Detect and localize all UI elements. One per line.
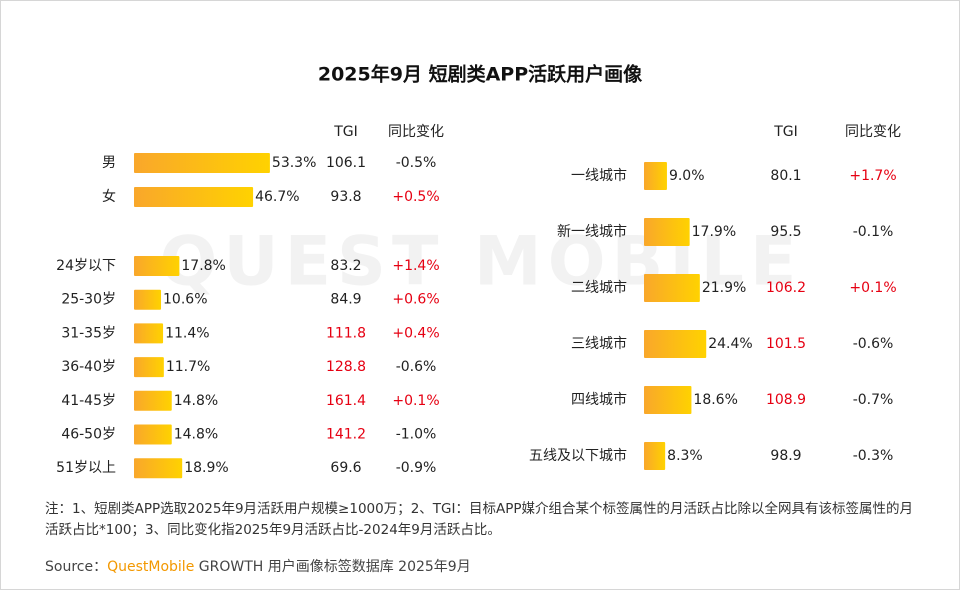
- column-value: -0.6%: [396, 359, 437, 375]
- column-value: -0.1%: [853, 224, 894, 240]
- column-value: 106.2: [766, 280, 806, 296]
- category-label: 新一线城市: [557, 223, 627, 240]
- column-value: 93.8: [330, 189, 361, 205]
- column-header: 同比变化: [388, 124, 444, 140]
- column-value: -0.7%: [853, 392, 894, 408]
- bar: [644, 218, 690, 246]
- category-label: 五线及以下城市: [529, 447, 627, 464]
- value-label: 24.4%: [708, 336, 752, 352]
- column-value: +0.1%: [392, 393, 439, 409]
- column-value: -0.5%: [396, 155, 437, 171]
- column-value: 83.2: [330, 258, 361, 274]
- column-header: 同比变化: [845, 124, 901, 140]
- column-value: +0.4%: [392, 325, 439, 341]
- value-label: 14.8%: [174, 427, 218, 443]
- bar: [644, 274, 700, 302]
- category-label: 一线城市: [571, 167, 627, 184]
- category-label: 46-50岁: [61, 427, 116, 443]
- category-label: 二线城市: [571, 279, 627, 296]
- column-value: 69.6: [330, 460, 361, 476]
- column-value: 111.8: [326, 325, 366, 341]
- bar: [134, 357, 164, 378]
- column-value: +0.6%: [392, 292, 439, 308]
- column-value: +1.4%: [392, 258, 439, 274]
- column-value: 141.2: [326, 427, 366, 443]
- bar: [134, 323, 164, 344]
- column-header: TGI: [333, 124, 358, 140]
- bar: [134, 390, 172, 411]
- column-value: -0.6%: [853, 336, 894, 352]
- value-label: 17.9%: [692, 224, 736, 240]
- value-label: 9.0%: [669, 168, 705, 184]
- column-value: -0.9%: [396, 460, 437, 476]
- source-rest: GROWTH 用户画像标签数据库 2025年9月: [198, 559, 471, 575]
- bar: [644, 442, 666, 470]
- title: 2025年9月 短剧类APP活跃用户画像: [318, 63, 643, 86]
- column-value: 84.9: [330, 292, 361, 308]
- category-label: 女: [102, 188, 116, 205]
- column-value: 95.5: [770, 224, 801, 240]
- value-label: 53.3%: [272, 155, 316, 171]
- source-brand: QuestMobile: [107, 559, 195, 575]
- category-label: 25-30岁: [61, 292, 116, 308]
- category-label: 36-40岁: [61, 359, 116, 375]
- bar: [134, 256, 180, 276]
- value-label: 18.6%: [693, 392, 737, 408]
- bar: [134, 424, 172, 445]
- bar: [644, 386, 692, 414]
- value-label: 8.3%: [667, 448, 703, 464]
- column-value: +0.1%: [849, 280, 896, 296]
- column-value: -1.0%: [396, 427, 437, 443]
- bar: [134, 458, 183, 479]
- value-label: 14.8%: [174, 393, 218, 409]
- column-value: 108.9: [766, 392, 806, 408]
- source-prefix: Source：: [45, 559, 108, 575]
- value-label: 10.6%: [163, 292, 207, 308]
- column-value: +1.7%: [849, 168, 896, 184]
- column-header: TGI: [773, 124, 798, 140]
- bar: [134, 153, 270, 173]
- category-label: 24岁以下: [56, 258, 116, 274]
- note: 注：1、短剧类APP选取2025年9月活跃用户规模≥1000万；2、TGI：目标…: [45, 501, 914, 538]
- column-value: 101.5: [766, 336, 806, 352]
- bar: [644, 330, 707, 358]
- category-label: 四线城市: [571, 391, 627, 408]
- category-label: 31-35岁: [61, 325, 116, 341]
- bar: [134, 289, 162, 310]
- column-value: 128.8: [326, 359, 366, 375]
- source: Source：QuestMobile GROWTH 用户画像标签数据库 2025…: [45, 556, 471, 576]
- category-label: 51岁以上: [56, 460, 116, 476]
- column-value: +0.5%: [392, 189, 439, 205]
- value-label: 46.7%: [255, 189, 299, 205]
- value-label: 11.7%: [166, 359, 210, 375]
- bar: [134, 187, 254, 207]
- column-value: 98.9: [770, 448, 801, 464]
- bar: [644, 162, 667, 190]
- column-value: -0.3%: [853, 448, 894, 464]
- category-label: 三线城市: [571, 335, 627, 352]
- column-value: 80.1: [770, 168, 801, 184]
- value-label: 17.8%: [181, 258, 225, 274]
- column-value: 161.4: [326, 393, 366, 409]
- category-label: 男: [102, 155, 116, 171]
- column-value: 106.1: [326, 155, 366, 171]
- value-label: 18.9%: [184, 460, 228, 476]
- category-label: 41-45岁: [61, 393, 116, 409]
- value-label: 11.4%: [165, 325, 209, 341]
- value-label: 21.9%: [702, 280, 746, 296]
